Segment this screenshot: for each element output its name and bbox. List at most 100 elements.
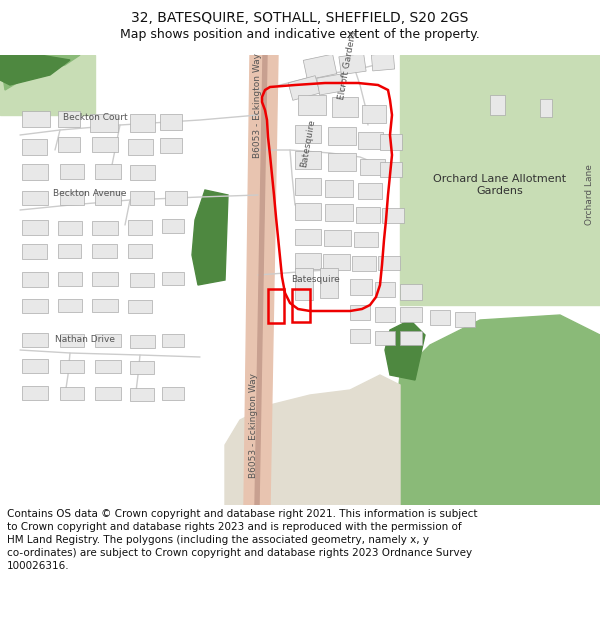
Text: Batesquire: Batesquire bbox=[290, 274, 340, 284]
Text: Contains OS data © Crown copyright and database right 2021. This information is : Contains OS data © Crown copyright and d… bbox=[7, 509, 478, 571]
Bar bbox=[375, 307, 395, 322]
Bar bbox=[350, 279, 372, 295]
Bar bbox=[92, 299, 118, 312]
Bar bbox=[58, 272, 82, 286]
Bar bbox=[0, 55, 95, 115]
Bar bbox=[295, 229, 321, 245]
Bar bbox=[60, 164, 84, 179]
Bar bbox=[95, 164, 121, 179]
Polygon shape bbox=[0, 55, 80, 90]
Bar bbox=[358, 132, 383, 149]
Text: Beckton Avenue: Beckton Avenue bbox=[53, 189, 127, 198]
Bar bbox=[295, 125, 321, 143]
Bar bbox=[295, 253, 321, 269]
Bar bbox=[95, 334, 121, 347]
Bar bbox=[22, 164, 48, 180]
Polygon shape bbox=[303, 54, 337, 80]
Bar bbox=[162, 219, 184, 233]
Bar bbox=[400, 331, 422, 345]
Bar bbox=[60, 387, 84, 400]
Bar bbox=[350, 329, 370, 343]
Bar bbox=[358, 183, 382, 199]
Bar bbox=[130, 388, 154, 401]
Bar bbox=[130, 191, 154, 205]
Bar bbox=[162, 272, 184, 285]
Polygon shape bbox=[244, 55, 278, 505]
Bar bbox=[58, 299, 82, 312]
Bar bbox=[352, 256, 376, 271]
Bar bbox=[268, 289, 284, 323]
Bar bbox=[325, 180, 353, 197]
Bar bbox=[128, 300, 152, 313]
Bar bbox=[295, 203, 321, 220]
Bar bbox=[22, 386, 48, 400]
Bar bbox=[130, 114, 155, 132]
Bar bbox=[382, 208, 404, 223]
Text: Elcroft Gardens: Elcroft Gardens bbox=[338, 30, 358, 100]
Text: Beckton Court: Beckton Court bbox=[62, 112, 127, 121]
Bar bbox=[400, 55, 600, 305]
Bar bbox=[360, 159, 385, 175]
Bar bbox=[130, 165, 155, 180]
Bar bbox=[58, 221, 82, 235]
Bar bbox=[160, 138, 182, 153]
Bar bbox=[165, 191, 187, 205]
Bar bbox=[58, 137, 80, 152]
Bar bbox=[162, 387, 184, 400]
Bar bbox=[130, 361, 154, 374]
Text: Batesquire: Batesquire bbox=[299, 118, 317, 168]
Bar bbox=[22, 111, 50, 127]
Bar bbox=[323, 254, 350, 270]
Polygon shape bbox=[0, 55, 70, 85]
Bar bbox=[92, 137, 118, 152]
Polygon shape bbox=[288, 76, 320, 101]
Bar bbox=[400, 284, 422, 300]
Text: Map shows position and indicative extent of the property.: Map shows position and indicative extent… bbox=[120, 28, 480, 41]
Bar bbox=[292, 289, 310, 322]
Text: B6053 - Eckington Way: B6053 - Eckington Way bbox=[250, 372, 259, 478]
Polygon shape bbox=[255, 55, 267, 505]
Polygon shape bbox=[192, 190, 228, 285]
Bar bbox=[490, 95, 505, 115]
Polygon shape bbox=[395, 315, 600, 505]
Polygon shape bbox=[371, 53, 395, 71]
Bar bbox=[295, 151, 321, 169]
Bar bbox=[22, 299, 48, 313]
Bar bbox=[60, 360, 84, 373]
Bar bbox=[455, 312, 475, 327]
Bar bbox=[295, 268, 313, 300]
Bar bbox=[375, 282, 395, 297]
Bar bbox=[95, 387, 121, 400]
Bar bbox=[320, 268, 338, 298]
Bar bbox=[162, 334, 184, 347]
Bar bbox=[22, 244, 47, 259]
Bar bbox=[60, 334, 84, 347]
Text: Nathan Drive: Nathan Drive bbox=[55, 336, 115, 344]
Bar bbox=[362, 105, 386, 123]
Bar bbox=[95, 360, 121, 373]
Bar bbox=[22, 359, 48, 373]
Bar bbox=[430, 310, 450, 325]
Bar bbox=[22, 220, 48, 235]
Bar bbox=[22, 139, 47, 155]
Bar bbox=[22, 272, 48, 287]
Bar bbox=[92, 244, 117, 258]
Bar bbox=[58, 244, 81, 258]
Bar bbox=[400, 307, 422, 322]
Text: Orchard Lane Allotment
Gardens: Orchard Lane Allotment Gardens bbox=[433, 174, 566, 196]
Bar bbox=[324, 230, 351, 246]
Text: 32, BATESQUIRE, SOTHALL, SHEFFIELD, S20 2GS: 32, BATESQUIRE, SOTHALL, SHEFFIELD, S20 … bbox=[131, 11, 469, 25]
Bar bbox=[22, 333, 48, 347]
Bar bbox=[58, 111, 80, 127]
Bar bbox=[130, 273, 154, 287]
Bar bbox=[356, 207, 380, 223]
Bar bbox=[92, 221, 118, 235]
Bar bbox=[130, 335, 155, 348]
Bar bbox=[160, 114, 182, 130]
Bar bbox=[375, 331, 395, 345]
Bar bbox=[128, 244, 152, 258]
Bar bbox=[22, 191, 48, 205]
Text: B6053 - Eckington Way: B6053 - Eckington Way bbox=[254, 52, 263, 158]
Bar bbox=[295, 178, 321, 195]
Bar bbox=[380, 134, 402, 150]
